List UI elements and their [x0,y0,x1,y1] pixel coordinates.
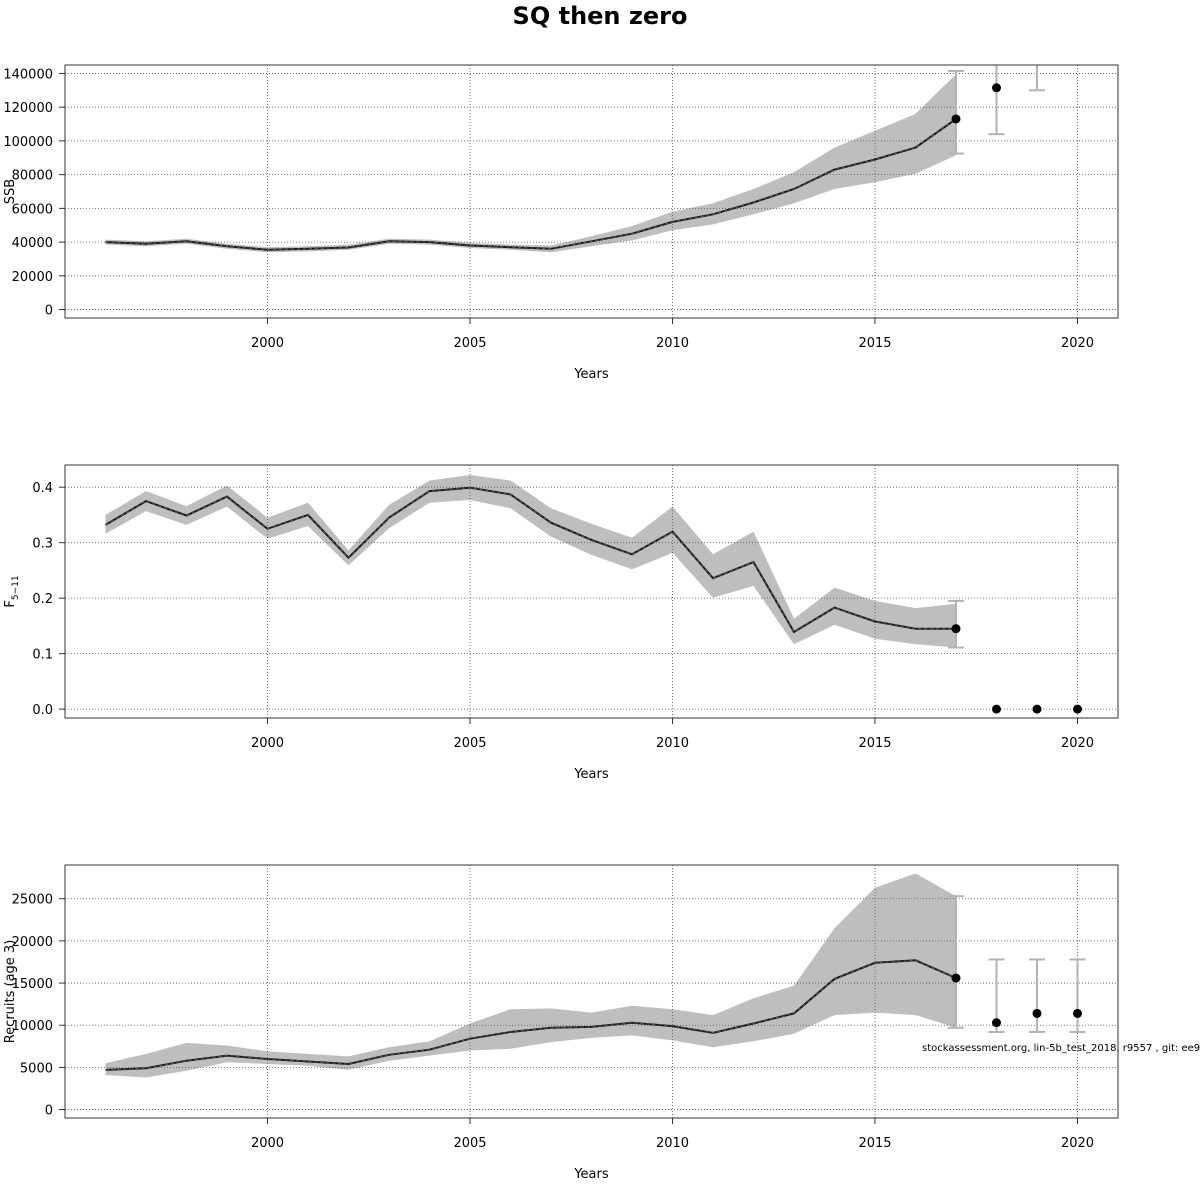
y-tick-label: 20000 [12,935,53,950]
data-point [1073,704,1082,714]
x-tick-label: 2020 [1061,736,1094,751]
data-point [1032,704,1042,714]
estimate-line-dash [105,118,957,251]
data-point [992,83,1001,93]
data-point [992,704,1001,714]
y-axis-label: Recruits (age 3) [3,940,18,1044]
y-axis-label: F5−11 [3,575,21,607]
y-tick-label: 40000 [12,236,53,251]
y-tick-label: 120000 [3,101,53,116]
x-tick-label: 2010 [656,1136,689,1151]
x-tick-label: 2010 [656,336,689,351]
y-tick-label: 80000 [12,169,53,184]
y-tick-label: 140000 [3,67,53,82]
panel-3: 2000 2005 2010 2015 2020 0 5000 10000 15000 20000… [3,864,1119,1182]
y-tick-label: 0.3 [32,537,53,552]
x-tick-label: 2020 [1061,336,1094,351]
y-tick-label: 0.0 [32,703,53,718]
confidence-band [105,873,956,1078]
plot-frame [64,64,1119,319]
y-tick-label: 20000 [12,270,53,285]
plot-frame [64,464,1119,719]
confidence-band [105,475,956,648]
panels: 2000 2005 2010 2015 202002000040000600008000… [3,64,1119,1182]
data-point [1073,1008,1082,1018]
y-tick-label: 0 [45,304,53,319]
panel-1: 2000 2005 2010 2015 2020 0 20000 40000 60000 8000… [3,64,1119,382]
footer-text: stockassessment.org, lin-5b_test_2018, r… [922,1043,1200,1054]
x-axis-label: Years [573,367,609,382]
x-tick-label: 2020 [1061,1136,1094,1151]
x-tick-label: 2005 [453,736,486,751]
y-tick-label: 0.2 [32,592,53,607]
y-axis-label: SSB [3,179,18,204]
x-tick-label: 2015 [858,736,891,751]
x-tick-label: 2000 [251,1136,284,1151]
x-tick-label: 2010 [656,736,689,751]
plot-frame [64,864,1119,1119]
x-tick-label: 2000 [251,736,284,751]
y-tick-label: 100000 [3,135,53,150]
y-tick-label: 10000 [12,1019,53,1034]
y-axis-label-subscript: 5−11 [11,575,21,600]
x-axis-label: Years [573,1167,609,1182]
estimate-line-dash [105,487,956,633]
y-tick-label: 0.4 [32,481,53,496]
y-tick-label: 0.1 [32,648,53,663]
y-tick-label: 25000 [12,893,53,908]
y-tick-label: 5000 [20,1061,53,1076]
y-tick-label: 15000 [12,977,53,992]
confidence-band [105,74,956,253]
y-tick-label: 0 [45,1104,53,1119]
x-axis-label: Years [573,767,609,782]
data-point [992,1018,1001,1028]
chart-title: SQ then zero [513,2,688,30]
x-tick-label: 2000 [251,336,284,351]
x-tick-label: 2005 [453,336,486,351]
data-point [951,114,961,124]
data-point [951,624,961,634]
data-point [1032,1008,1042,1018]
y-tick-label: 60000 [12,202,53,217]
data-point [951,973,961,983]
x-tick-label: 2005 [453,1136,486,1151]
estimate-line [105,959,957,1071]
panel-2: 2000 2005 2010 2015 2020 0.0 0.1 0.2 0.3 0.4 Years… [3,464,1119,782]
x-tick-label: 2015 [858,1136,891,1151]
x-tick-label: 2015 [858,336,891,351]
